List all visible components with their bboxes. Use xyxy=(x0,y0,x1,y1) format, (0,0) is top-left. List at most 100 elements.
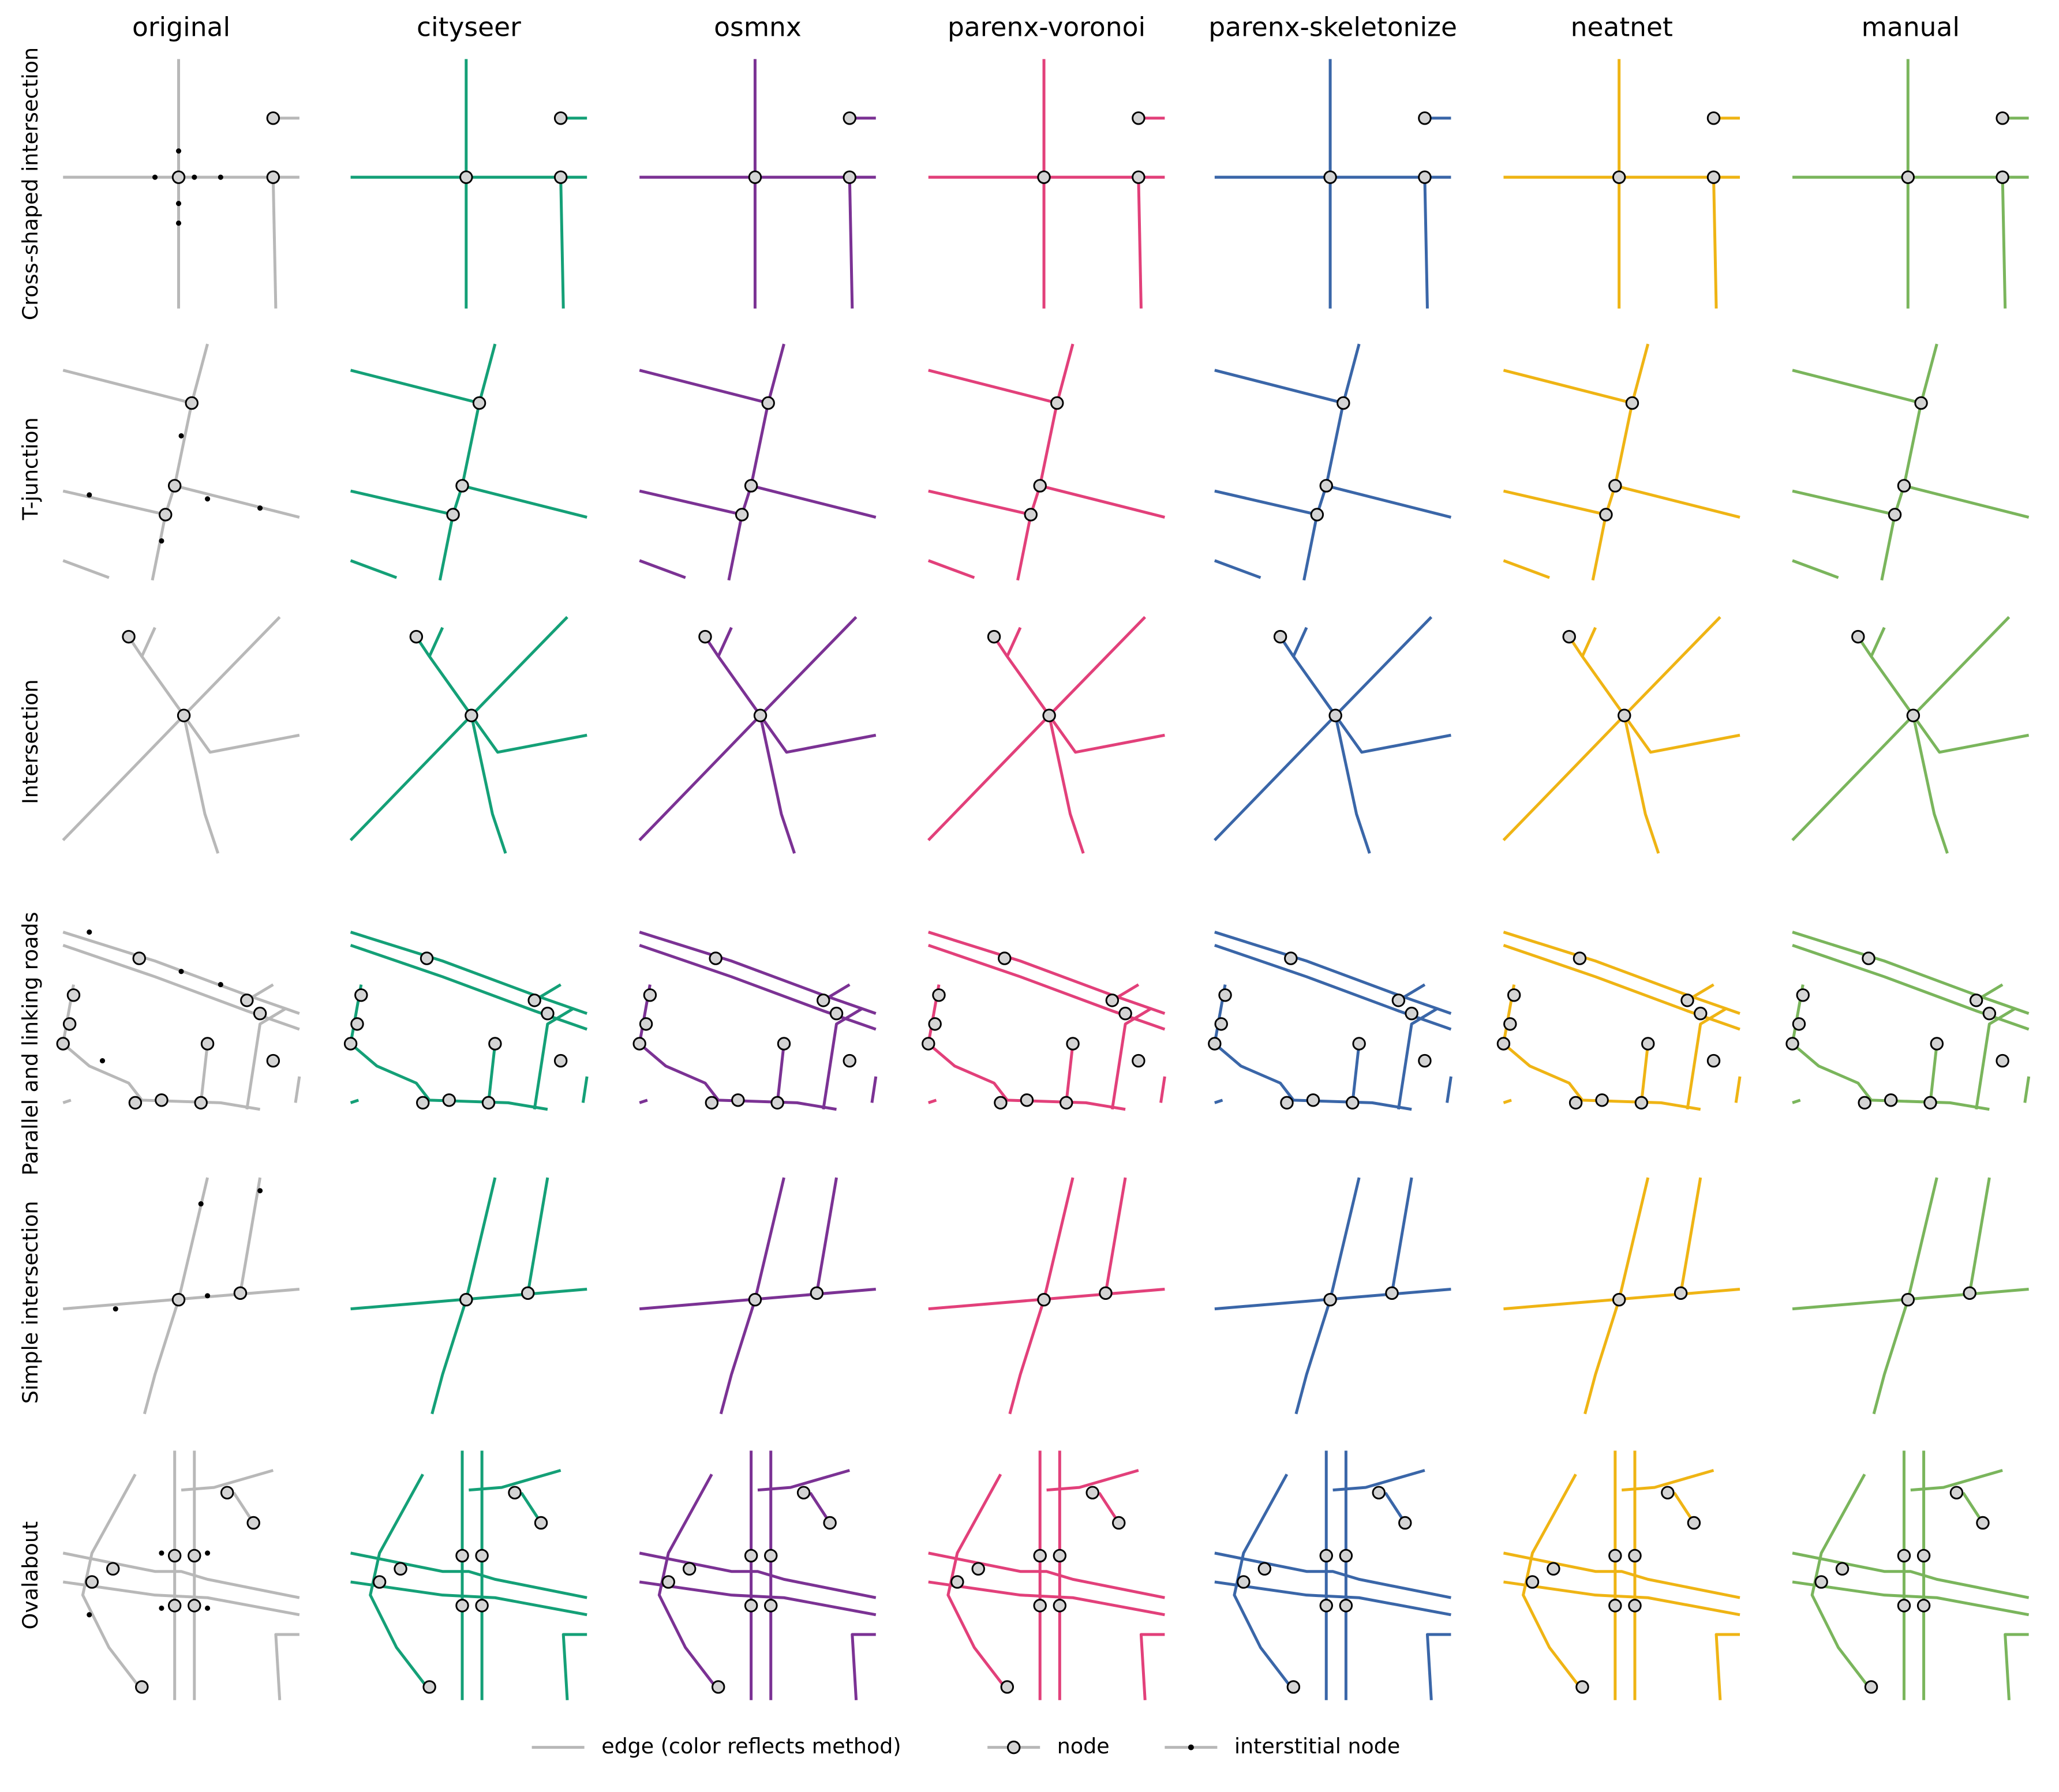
edge xyxy=(1214,931,1452,1015)
edge xyxy=(62,1099,72,1104)
node xyxy=(422,1680,436,1694)
edge xyxy=(639,943,877,1031)
node xyxy=(1066,1037,1080,1051)
panel xyxy=(1792,343,2030,581)
node xyxy=(1105,994,1120,1007)
edge xyxy=(271,177,278,309)
edge xyxy=(1159,1076,1166,1103)
node xyxy=(1418,111,1432,125)
node xyxy=(541,1006,555,1021)
panel xyxy=(343,931,589,1111)
edge xyxy=(1425,1633,1451,1700)
interstitial-node xyxy=(257,505,263,511)
panel xyxy=(927,616,1165,854)
node xyxy=(56,1037,70,1051)
edge xyxy=(1712,177,1718,309)
node xyxy=(1346,1096,1360,1110)
edge xyxy=(759,714,877,754)
edge xyxy=(1047,715,1085,854)
interstitial-node xyxy=(175,148,182,154)
edge xyxy=(415,636,473,717)
edge xyxy=(1214,1551,1451,1599)
node xyxy=(1888,508,1902,522)
edge xyxy=(1583,1177,1650,1415)
node xyxy=(1562,629,1576,644)
node xyxy=(1319,1549,1333,1563)
panel xyxy=(639,343,877,581)
node xyxy=(132,951,146,965)
node xyxy=(698,629,712,644)
edge xyxy=(1615,484,1740,519)
edge xyxy=(1622,1469,1714,1492)
panel xyxy=(1785,931,2031,1111)
panel xyxy=(1791,616,2030,854)
edge xyxy=(526,1177,549,1294)
edge xyxy=(1006,627,1022,657)
edge xyxy=(581,1076,589,1103)
node xyxy=(1864,1680,1878,1694)
edge xyxy=(1351,1043,1361,1103)
node xyxy=(420,951,434,965)
edge xyxy=(2001,177,2007,309)
node xyxy=(246,1516,260,1530)
node xyxy=(1661,1486,1675,1499)
interstitial-node xyxy=(159,538,164,544)
edge xyxy=(1791,616,2011,842)
edge xyxy=(639,1580,877,1617)
edge xyxy=(1503,559,1550,579)
node xyxy=(1608,1599,1622,1613)
edge xyxy=(1581,627,1597,657)
edge xyxy=(140,627,156,657)
node xyxy=(1507,988,1521,1002)
legend-label: interstitial node xyxy=(1234,1734,1400,1759)
node xyxy=(266,170,280,184)
edge xyxy=(350,943,587,1031)
panel xyxy=(1792,59,2029,309)
node xyxy=(731,1093,745,1107)
node xyxy=(987,629,1001,644)
panel xyxy=(1503,1450,1740,1700)
node xyxy=(1218,988,1232,1002)
interstitial-node xyxy=(218,982,223,988)
node xyxy=(1628,1599,1642,1613)
panel xyxy=(62,616,300,854)
edge xyxy=(350,1099,360,1104)
node xyxy=(472,396,486,410)
node xyxy=(1391,994,1406,1007)
edge xyxy=(927,1099,937,1104)
node xyxy=(1634,1096,1649,1110)
node xyxy=(971,1562,985,1576)
edge xyxy=(1214,943,1452,1031)
interstitial-node xyxy=(205,1550,211,1556)
edge xyxy=(1016,343,1075,581)
node xyxy=(1792,1017,1806,1031)
node xyxy=(1328,708,1342,722)
node xyxy=(1132,1054,1145,1068)
edge xyxy=(2004,1633,2029,1700)
node xyxy=(1608,479,1622,493)
node xyxy=(1612,170,1626,184)
node xyxy=(1897,479,1911,493)
edge xyxy=(469,1469,561,1492)
node xyxy=(1858,1096,1871,1110)
panel xyxy=(350,1450,587,1700)
node xyxy=(998,951,1012,965)
node xyxy=(810,1286,824,1300)
legend-label: edge (color reflects method) xyxy=(601,1734,901,1759)
node xyxy=(1687,1516,1701,1530)
edge xyxy=(349,616,568,842)
node xyxy=(1969,994,1983,1007)
edge xyxy=(62,1580,300,1617)
node xyxy=(1306,1093,1320,1107)
edge xyxy=(174,484,300,519)
edge xyxy=(1623,714,1740,754)
node xyxy=(1785,1037,1799,1051)
column-title: manual xyxy=(1862,12,1960,43)
node xyxy=(1053,1549,1067,1563)
node xyxy=(220,1486,234,1499)
edge xyxy=(1872,1177,1938,1415)
interstitial-node xyxy=(178,969,184,974)
legend-node xyxy=(1006,1740,1021,1754)
edge xyxy=(1326,484,1452,519)
